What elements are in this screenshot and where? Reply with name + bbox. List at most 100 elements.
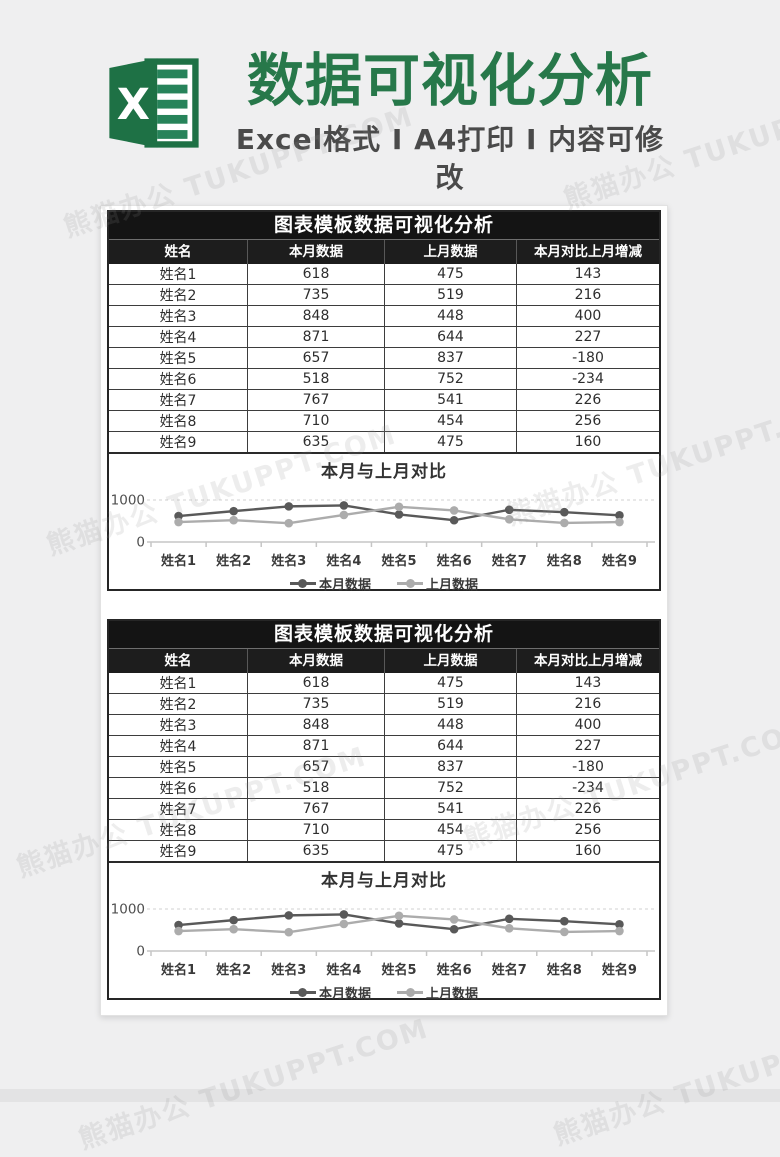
table-cell: 400: [515, 715, 659, 735]
table-cell: 710: [247, 411, 384, 431]
svg-text:姓名7: 姓名7: [491, 553, 527, 569]
table-cell: 227: [515, 327, 659, 347]
table-row: 姓名1 618 475 143: [109, 673, 659, 694]
page: { "header": { "logo_letter": "X", "title…: [0, 48, 780, 1156]
table-cell: 448: [383, 306, 516, 326]
table-cell: 姓名4: [159, 330, 197, 346]
table-cell: 767: [247, 799, 384, 819]
table-cell: 518: [247, 369, 384, 389]
chart-legend: 本月数据 上月数据: [289, 574, 479, 593]
table-cell: 519: [383, 285, 516, 305]
table-cell: 710: [247, 820, 384, 840]
table-cell: 226: [515, 799, 659, 819]
chart-title: 本月与上月对比: [321, 871, 447, 891]
table-row: 姓名6 518 752 -234: [109, 778, 659, 799]
table-row: 姓名5 657 837 -180: [109, 757, 659, 778]
table-cell: 姓名8: [159, 414, 197, 430]
svg-text:0: 0: [136, 944, 145, 960]
column-header: 姓名: [164, 244, 192, 260]
table-cell: 姓名5: [159, 351, 197, 367]
page-subtitle: Excel格式 Ⅰ A4打印 Ⅰ 内容可修改: [235, 123, 665, 194]
table-header-row: 姓名 本月数据 上月数据 本月对比上月增减: [109, 649, 659, 673]
watermark-text: 熊猫办公 TUKUPPT.COM: [75, 1013, 433, 1156]
table-cell: 541: [383, 390, 516, 410]
table-cell: 837: [383, 348, 516, 368]
table-cell: 姓名9: [159, 435, 197, 451]
table-header-row: 姓名 本月数据 上月数据 本月对比上月增减: [109, 240, 659, 264]
table-cell: 226: [515, 390, 659, 410]
report-section-2: 图表模板数据可视化分析 姓名 本月数据 上月数据 本月对比上月增减 姓名1 618 475…: [107, 619, 661, 1002]
table-row: 姓名7 767 541 226: [109, 390, 659, 411]
table-cell: 160: [515, 841, 659, 861]
table-row: 姓名8 710 454 256: [109, 411, 659, 432]
svg-text:姓名3: 姓名3: [270, 553, 306, 569]
legend-label: 上月数据: [426, 578, 479, 593]
legend-line-marker-icon: [289, 579, 316, 588]
table-row: 姓名2 735 519 216: [109, 694, 659, 715]
table-cell: 姓名8: [159, 823, 197, 839]
svg-text:姓名2: 姓名2: [215, 962, 251, 978]
table-cell: 475: [383, 841, 516, 861]
table-cell: 姓名1: [159, 267, 197, 283]
svg-text:0: 0: [136, 535, 145, 551]
svg-text:姓名2: 姓名2: [215, 553, 251, 569]
svg-text:姓名5: 姓名5: [380, 553, 416, 569]
bottom-strip: [0, 1089, 780, 1102]
svg-text:1000: 1000: [111, 902, 145, 918]
table-cell: 752: [383, 778, 516, 798]
table-title-bar: 图表模板数据可视化分析: [109, 621, 659, 649]
legend-item: 上月数据: [397, 983, 478, 1002]
table-cell: 635: [247, 841, 384, 861]
svg-text:姓名9: 姓名9: [601, 962, 637, 978]
column-header: 本月对比上月增减: [515, 649, 659, 673]
table-cell: -234: [515, 778, 659, 798]
table-cell: 姓名2: [159, 288, 197, 304]
logo-letter: X: [117, 80, 150, 130]
table-cell: -180: [515, 757, 659, 777]
svg-text:姓名4: 姓名4: [325, 962, 361, 978]
svg-text:姓名7: 姓名7: [491, 962, 527, 978]
table-cell: 姓名5: [159, 760, 197, 776]
table-cell: 143: [515, 673, 659, 693]
table-row: 姓名4 871 644 227: [109, 327, 659, 348]
table-cell: 475: [383, 264, 516, 284]
svg-text:姓名8: 姓名8: [546, 962, 582, 978]
table-cell: 644: [383, 327, 516, 347]
chart-legend: 本月数据 上月数据: [289, 983, 478, 1002]
table-cell: 767: [247, 390, 384, 410]
table-cell: 475: [383, 673, 516, 693]
table-row: 姓名5 657 837 -180: [109, 348, 659, 369]
table-row: 姓名3 848 448 400: [109, 715, 659, 736]
table-cell: 143: [515, 264, 659, 284]
table-cell: 姓名3: [159, 309, 197, 325]
table-cell: 姓名9: [159, 844, 197, 860]
table-cell: 519: [383, 694, 516, 714]
table-cell: 848: [247, 715, 384, 735]
legend-label: 本月数据: [318, 987, 371, 1002]
table-cell: 871: [247, 327, 384, 347]
table-cell: 475: [383, 432, 516, 452]
svg-text:姓名5: 姓名5: [380, 962, 416, 978]
svg-text:姓名4: 姓名4: [325, 553, 361, 569]
table-row: 姓名8 710 454 256: [109, 820, 659, 841]
table-row: 姓名3 848 448 400: [109, 306, 659, 327]
legend-line-marker-icon: [289, 988, 316, 997]
table-row: 姓名6 518 752 -234: [109, 369, 659, 390]
logo-sheet-rows: [157, 69, 188, 139]
column-header: 本月数据: [247, 649, 384, 673]
table-cell: 448: [383, 715, 516, 735]
table-cell: 541: [383, 799, 516, 819]
svg-text:姓名8: 姓名8: [546, 553, 582, 569]
table-cell: -234: [515, 369, 659, 389]
chart-block: 本月与上月对比 0 1000 姓名1 姓名2 姓名3 姓名4 姓名5 姓名6 姓名7 姓名8 姓名9…: [109, 454, 659, 593]
table-title-bar: 图表模板数据可视化分析: [109, 212, 659, 240]
table-cell: 160: [515, 432, 659, 452]
watermark-text: 熊猫办公 TUKUPPT.COM: [550, 1009, 780, 1152]
table-cell: 400: [515, 306, 659, 326]
table-cell: 姓名6: [159, 372, 197, 388]
page-title: 数据可视化分析: [247, 48, 653, 114]
table-cell: -180: [515, 348, 659, 368]
table-row: 姓名9 635 475 160: [109, 432, 659, 454]
legend-item: 本月数据: [289, 983, 371, 1002]
excel-logo-icon: X: [109, 58, 199, 148]
